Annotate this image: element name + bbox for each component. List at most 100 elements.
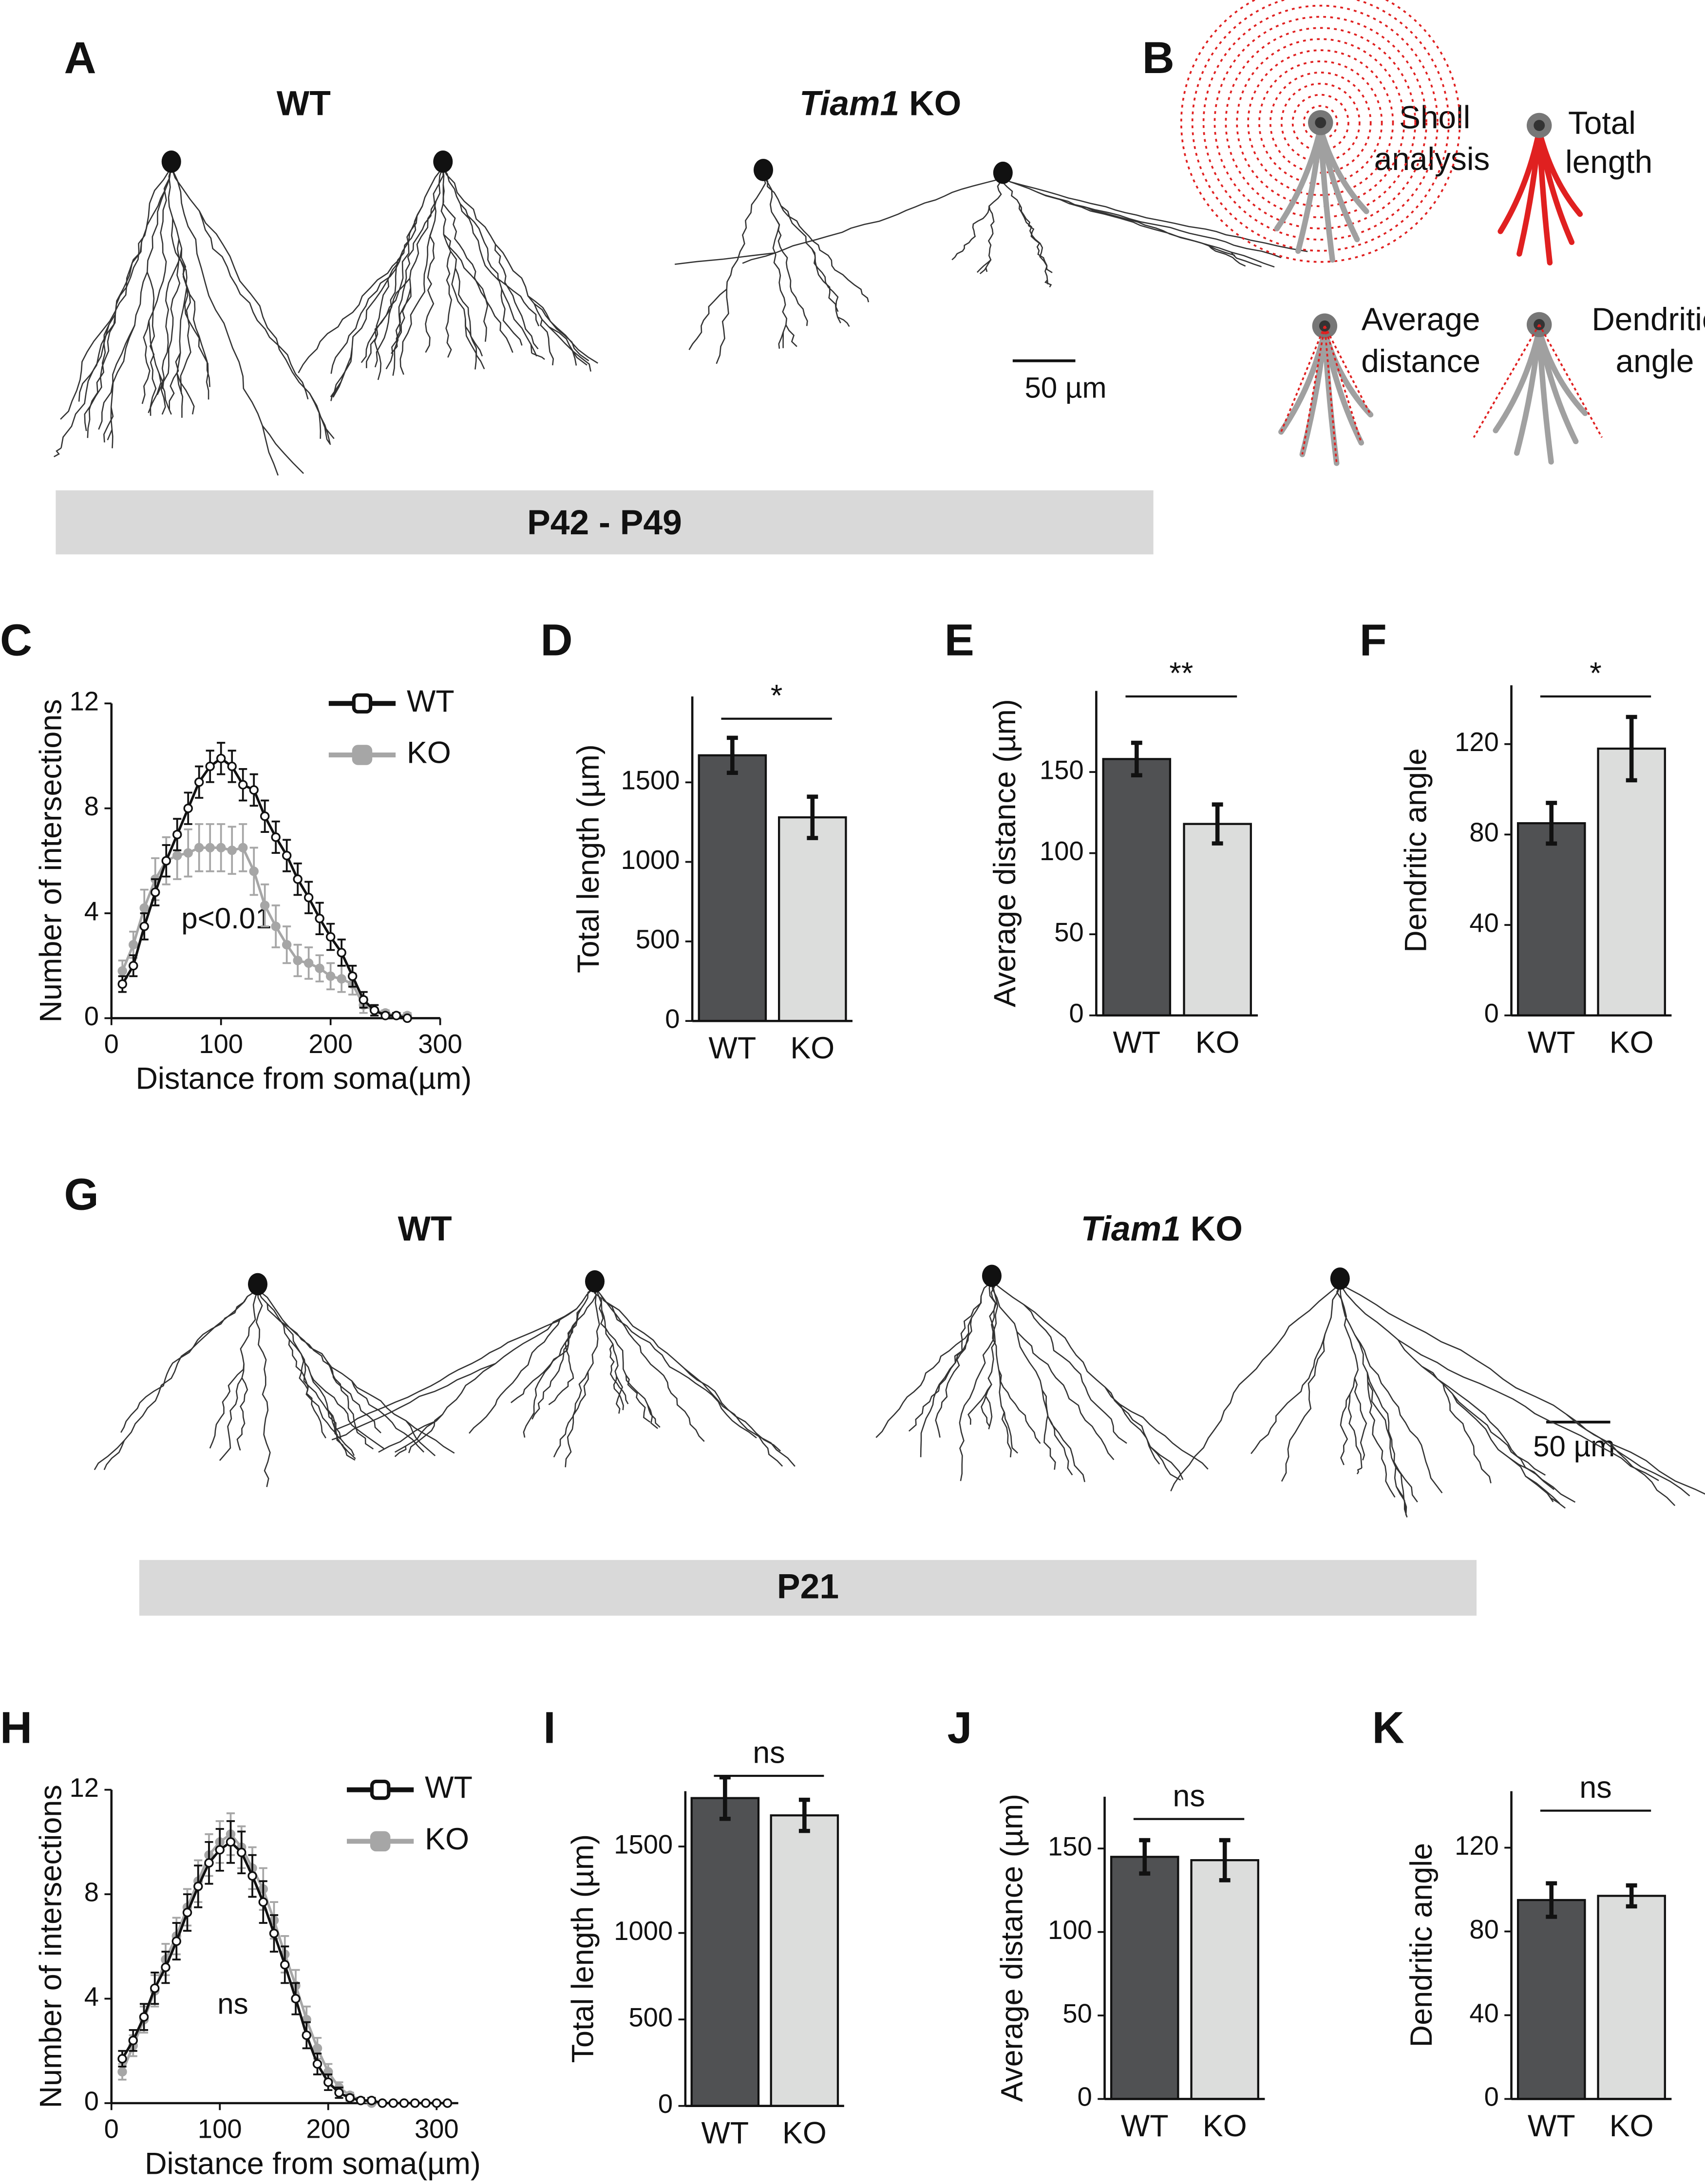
dendrite — [553, 1371, 589, 1458]
dendrite — [257, 1289, 455, 1454]
x-tick-label: WT — [1528, 2109, 1575, 2143]
dendrite — [324, 427, 331, 445]
dendrite — [107, 167, 172, 440]
x-tick-label: 100 — [198, 2114, 242, 2144]
dendrite — [875, 1333, 969, 1438]
bar — [1190, 1859, 1259, 2100]
x-tick-label: 300 — [415, 2114, 459, 2144]
soma — [433, 150, 453, 173]
point — [337, 974, 346, 984]
point — [117, 979, 127, 989]
dendrite — [103, 407, 114, 443]
dendrite — [1356, 1467, 1362, 1475]
scale-label: 50 µm — [1533, 1430, 1615, 1463]
dendrite — [609, 1343, 629, 1405]
dendrite — [366, 215, 418, 368]
point — [315, 914, 324, 923]
dendrite — [299, 1361, 344, 1446]
dendrite — [1509, 1457, 1576, 1503]
y-tick-label: 0 — [1484, 2082, 1499, 2112]
scale-label: 50 µm — [1024, 372, 1106, 404]
dendrite — [394, 1446, 407, 1457]
dendrite — [111, 429, 114, 449]
dendrite — [758, 1436, 783, 1467]
dendrite — [1354, 1377, 1367, 1461]
point — [323, 2077, 333, 2087]
y-tick-label: 40 — [1469, 1998, 1498, 2028]
dendrite — [1442, 1384, 1492, 1484]
y-tick-label: 12 — [70, 687, 99, 716]
point — [258, 1897, 268, 1907]
dendrite — [141, 320, 151, 404]
dendrite — [1367, 1381, 1396, 1498]
error-bar — [1546, 801, 1557, 846]
dendrite — [1019, 204, 1053, 273]
sholl-ring — [1236, 38, 1405, 207]
distance-line — [1280, 325, 1326, 433]
x-tick-label: 300 — [418, 1029, 462, 1059]
error-bar — [1212, 802, 1223, 846]
point — [117, 2054, 127, 2064]
point — [312, 2059, 322, 2069]
dendrite — [548, 1320, 578, 1406]
point — [369, 1005, 379, 1016]
dendrite — [298, 251, 403, 374]
group-title: WT — [277, 84, 331, 123]
dendrite — [442, 167, 577, 366]
y-tick-label: 150 — [1040, 755, 1084, 785]
age-label: P21 — [777, 1567, 839, 1606]
y-axis-label: Dendritic angle — [1404, 1843, 1439, 2048]
dendrite — [742, 177, 1004, 264]
point — [226, 1837, 236, 1847]
dendrite — [405, 1420, 436, 1456]
schematic-branch — [1536, 128, 1583, 217]
dendrite — [399, 167, 444, 375]
point — [215, 1845, 225, 1855]
point — [216, 843, 226, 853]
dendrite — [395, 1286, 595, 1453]
bar — [690, 1797, 760, 2107]
x-tick-label: KO — [1610, 1025, 1654, 1059]
point — [151, 887, 160, 897]
dendrite — [1042, 1390, 1056, 1470]
error-bar — [807, 794, 818, 840]
significance-label: ns — [753, 1736, 785, 1770]
dendrite — [1207, 244, 1246, 267]
group-suffix: KO — [1181, 1209, 1243, 1248]
bar — [1516, 1899, 1586, 2100]
dendrite — [169, 352, 181, 410]
y-tick-label: 120 — [1455, 727, 1499, 757]
dendrite — [443, 234, 513, 353]
dendrite — [1281, 1284, 1341, 1482]
dendrite — [1104, 1387, 1160, 1465]
point — [205, 761, 215, 772]
dendrite — [442, 167, 532, 354]
point — [282, 940, 292, 950]
point — [293, 956, 303, 965]
error-bar — [1131, 740, 1142, 777]
point — [432, 2098, 441, 2108]
dendrite — [1150, 1446, 1181, 1481]
bar — [770, 1814, 839, 2107]
point — [117, 2067, 127, 2077]
dendrite — [920, 1280, 992, 1457]
dendrite — [533, 303, 589, 361]
panel-letter: F — [1360, 615, 1387, 665]
point — [183, 848, 193, 858]
gene-name: Tiam1 — [799, 84, 899, 123]
point — [129, 940, 138, 950]
schematic-branch — [1299, 329, 1328, 457]
dendrite — [981, 1396, 990, 1427]
point — [378, 2098, 387, 2108]
dendrite — [1366, 1372, 1418, 1503]
dendrite — [1452, 1393, 1554, 1490]
group-title: Tiam1 KO — [1081, 1209, 1243, 1248]
dendrite — [1395, 1467, 1407, 1514]
point — [315, 963, 324, 973]
sholl-ring — [1202, 4, 1439, 241]
dendrite — [334, 347, 353, 393]
point — [172, 850, 182, 861]
dendrite — [198, 210, 309, 400]
dendrite — [176, 373, 195, 414]
